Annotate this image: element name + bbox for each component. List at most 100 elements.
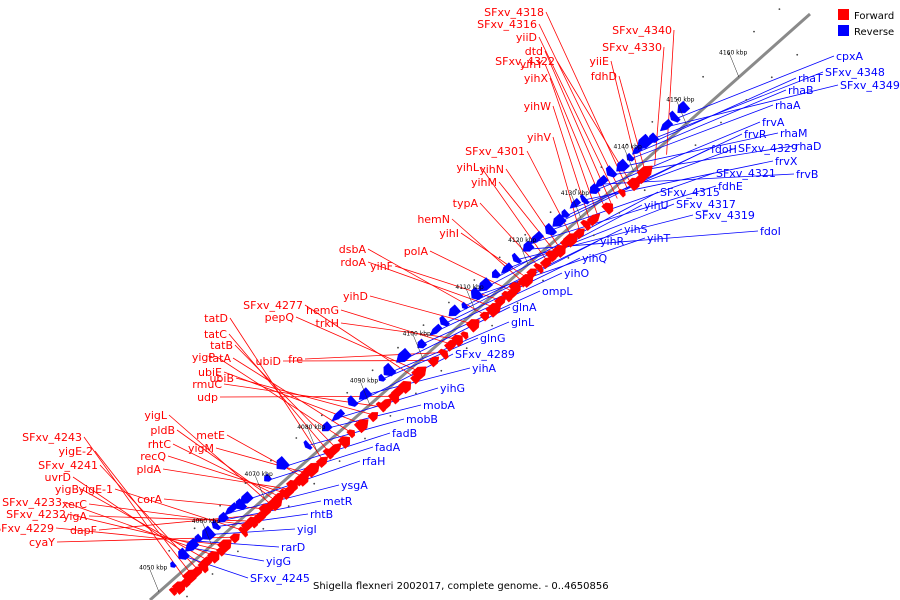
forward-gene-label: xerC: [62, 498, 87, 511]
forward-gene-label: hemN: [417, 213, 450, 226]
reverse-gene-label: fadB: [392, 427, 417, 440]
forward-gene-label: dtd: [525, 45, 543, 58]
feature-dot: [753, 30, 755, 33]
forward-gene-label: yihD: [343, 290, 368, 303]
forward-callout: [167, 455, 286, 494]
feature-dot: [346, 391, 349, 394]
tick-label: 4080 kbp: [297, 424, 325, 431]
forward-gene-label: rhtC: [148, 438, 172, 451]
reverse-gene-label: fdoH: [711, 143, 737, 156]
feature-dot: [727, 53, 730, 56]
reverse-gene-label: glnL: [511, 316, 535, 329]
forward-callout: [367, 261, 495, 308]
feature-dot: [473, 279, 476, 281]
forward-gene-label: rdoA: [340, 256, 366, 269]
forward-gene-label: yigM: [188, 442, 214, 455]
forward-gene-label: SFxv_4340: [612, 24, 672, 37]
reverse-gene-label: yihR: [600, 235, 625, 248]
tick-leader: [254, 473, 265, 499]
tick-label: 4120 kbp: [508, 237, 536, 244]
feature-dot: [389, 415, 392, 417]
feature-dot: [371, 369, 374, 372]
forward-callout: [429, 250, 513, 292]
tick-leader: [570, 193, 581, 218]
reverse-gene-arrow: [529, 230, 545, 245]
reverse-gene-arrow: [276, 455, 291, 470]
forward-gene-label: yiiD: [516, 31, 537, 44]
feature-dot: [415, 392, 417, 395]
reverse-gene-label: yigG: [266, 555, 291, 568]
forward-gene-label: SFxv_4233: [2, 496, 62, 509]
forward-gene-arrow: [526, 268, 537, 279]
reverse-gene-arrow: [500, 262, 514, 274]
feature-dot: [270, 459, 272, 462]
tick-label: 4140 kbp: [614, 143, 642, 150]
reverse-gene-label: SFxv_4319: [695, 209, 755, 222]
forward-gene-arrow: [337, 436, 351, 449]
reverse-gene-label: rfaH: [362, 455, 385, 468]
forward-callout: [176, 429, 277, 502]
reverse-gene-label: rhaM: [780, 127, 808, 140]
forward-gene-label: yihY: [520, 58, 544, 71]
reverse-gene-label: SFxv_4348: [825, 66, 885, 79]
forward-gene-arrow: [379, 398, 393, 411]
tick-leader: [517, 239, 529, 265]
forward-callout: [55, 527, 227, 546]
reverse-gene-arrow: [579, 193, 590, 205]
feature-dot: [186, 595, 188, 598]
reverse-gene-label: frvX: [775, 155, 798, 168]
forward-callout: [168, 414, 273, 506]
forward-gene-label: yihW: [524, 100, 552, 113]
callout-lines: [55, 11, 839, 582]
reverse-gene-arrow: [303, 440, 313, 450]
forward-gene-arrow: [562, 233, 579, 248]
forward-gene-label: yigE-1: [79, 483, 113, 496]
reverse-gene-arrow: [605, 165, 618, 178]
forward-callout: [505, 168, 561, 250]
forward-callout: [538, 23, 623, 195]
reverse-gene-arrow: [589, 183, 601, 194]
forward-gene-label: yiiE: [589, 55, 609, 68]
reverse-gene-arrow: [511, 252, 523, 264]
forward-gene-label: yigE-2: [59, 445, 93, 458]
feature-dot: [397, 346, 399, 349]
reverse-gene-label: SFxv_4329: [738, 142, 798, 155]
feature-dot: [262, 527, 265, 530]
forward-gene-label: fre: [288, 353, 303, 366]
forward-gene-label: fdhD: [591, 70, 617, 83]
reverse-gene-label: SFxv_4349: [840, 79, 900, 92]
reverse-callout: [192, 547, 265, 562]
forward-callout: [610, 60, 641, 179]
forward-gene-label: yihV: [527, 131, 552, 144]
forward-gene-label: SFxv_4241: [38, 459, 98, 472]
forward-callout: [498, 181, 557, 254]
feature-dot: [643, 189, 646, 192]
forward-gene-label: yigA: [63, 510, 88, 523]
reverse-callout: [630, 104, 774, 160]
feature-dot: [567, 257, 570, 259]
reverse-gene-arrow: [470, 286, 484, 300]
reverse-gene-arrow: [616, 158, 630, 172]
forward-callout: [94, 450, 193, 576]
reverse-callout: [674, 55, 835, 120]
forward-callout: [618, 75, 647, 174]
reverse-gene-label: yihT: [647, 232, 671, 245]
reverse-callout: [182, 555, 249, 579]
reverse-callout: [621, 132, 779, 168]
reverse-gene-label: SFxv_4315: [660, 186, 720, 199]
feature-dot: [778, 8, 781, 11]
reverse-gene-arrow: [594, 174, 609, 188]
forward-gene-label: typA: [453, 197, 479, 210]
reverse-callout: [420, 290, 541, 346]
forward-gene-arrow: [327, 442, 343, 457]
feature-dot: [770, 76, 773, 79]
forward-gene-arrow: [494, 295, 507, 308]
forward-gene-label: rmuC: [192, 378, 222, 391]
feature-dot: [313, 482, 316, 485]
reverse-gene-label: SFxv_4289: [455, 348, 515, 361]
forward-labels: SFxv_4243yigE-2SFxv_4241uvrDyigBSFxv_423…: [0, 6, 672, 549]
reverse-gene-label: rhaT: [798, 72, 823, 85]
feature-dot: [702, 75, 704, 78]
reverse-gene-arrow: [461, 301, 469, 310]
